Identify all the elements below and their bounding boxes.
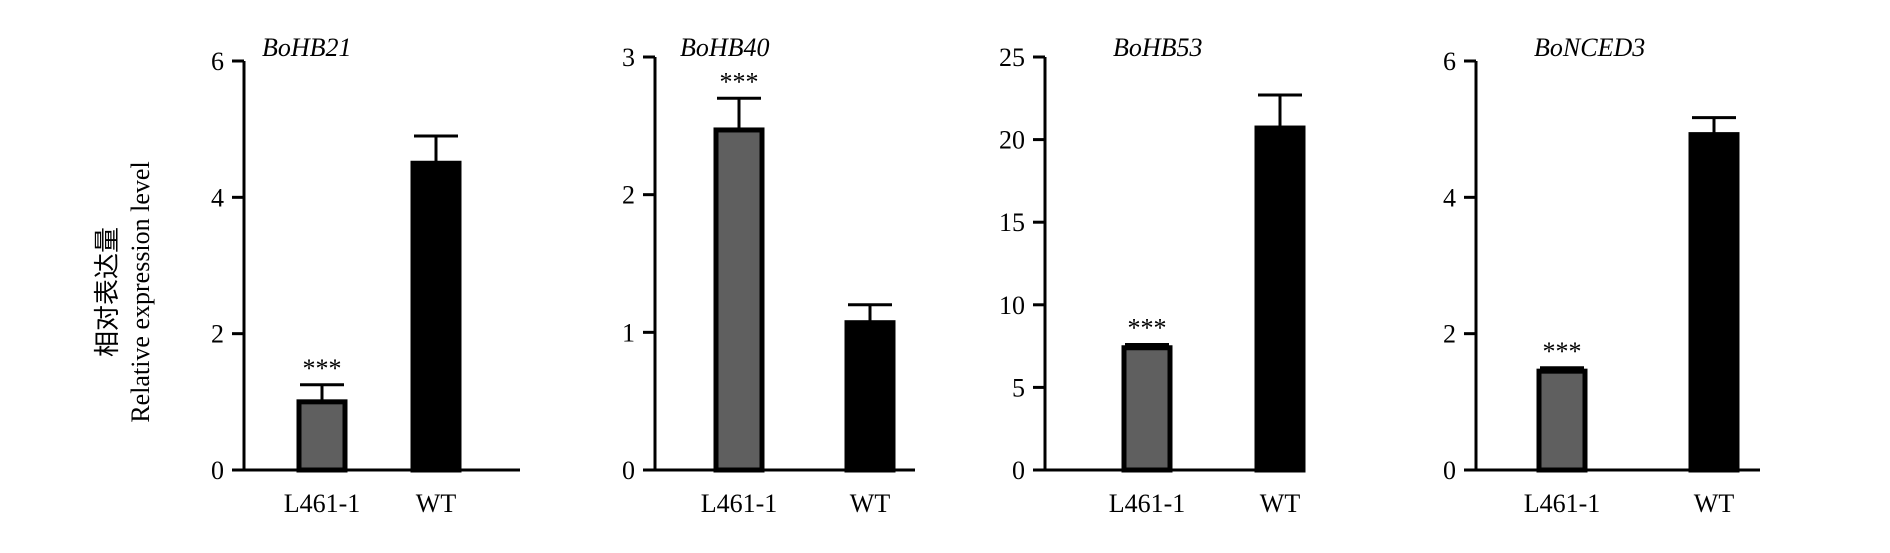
significance-marker: *** (303, 354, 342, 383)
y-tick-label: 0 (622, 456, 635, 485)
y-tick-label: 10 (999, 291, 1025, 320)
y-tick-label: 6 (1443, 47, 1456, 76)
y-axis-label-chinese: 相对表达量 (93, 227, 122, 357)
y-tick-label: 5 (1012, 373, 1025, 402)
bar-l461-1 (713, 127, 765, 473)
significance-marker: *** (1543, 337, 1582, 366)
y-tick-label: 0 (211, 456, 224, 485)
chart-panel-4: BoNCED3 0 2 4 6 *** L461-1 WT (1443, 33, 1760, 518)
y-tick-label: 15 (999, 208, 1025, 237)
chart-title: BoHB40 (680, 33, 770, 62)
bar-wt (844, 320, 896, 473)
y-tick-label: 4 (211, 183, 224, 212)
y-tick-label: 0 (1012, 456, 1025, 485)
y-tick-label: 1 (622, 318, 635, 347)
y-tick-label: 3 (622, 43, 635, 72)
bar-l461-1 (1121, 345, 1173, 473)
chart-panel-1: BoHB21 0 2 4 6 *** L461-1 WT (211, 33, 520, 518)
significance-marker: *** (1128, 313, 1167, 342)
shared-y-axis-label: 相对表达量 Relative expression level (93, 161, 155, 422)
bar-wt (1688, 132, 1740, 473)
chart-panels: BoHB21 0 2 4 6 *** L461-1 WT BoHB40 0 1 2 3 *** L461-1… (211, 33, 1760, 518)
x-category-label: WT (416, 489, 457, 518)
chart-title: BoHB21 (262, 33, 352, 62)
y-tick-label: 20 (999, 126, 1025, 155)
y-tick-label: 4 (1443, 183, 1456, 212)
y-tick-label: 2 (1443, 320, 1456, 349)
y-tick-label: 0 (1443, 456, 1456, 485)
y-tick-label: 2 (211, 320, 224, 349)
y-tick-label: 6 (211, 47, 224, 76)
y-tick-label: 25 (999, 43, 1025, 72)
x-category-label: L461-1 (1109, 489, 1186, 518)
bar-l461-1 (296, 399, 348, 473)
bar-l461-1 (1536, 368, 1588, 473)
chart-panel-3: BoHB53 0 5 10 15 20 25 *** L461-1 WT (999, 33, 1306, 518)
chart-title: BoNCED3 (1534, 33, 1645, 62)
x-category-label: L461-1 (284, 489, 361, 518)
significance-marker: *** (720, 67, 759, 96)
x-category-label: WT (1694, 489, 1735, 518)
chart-title: BoHB53 (1113, 33, 1203, 62)
x-category-label: L461-1 (701, 489, 778, 518)
chart-panel-2: BoHB40 0 1 2 3 *** L461-1 WT (622, 33, 915, 518)
bar-wt (1254, 125, 1306, 473)
x-category-label: WT (850, 489, 891, 518)
bar-wt (410, 160, 462, 473)
x-category-label: L461-1 (1524, 489, 1601, 518)
y-tick-label: 2 (622, 181, 635, 210)
y-axis-label-english: Relative expression level (126, 161, 155, 422)
x-category-label: WT (1260, 489, 1301, 518)
